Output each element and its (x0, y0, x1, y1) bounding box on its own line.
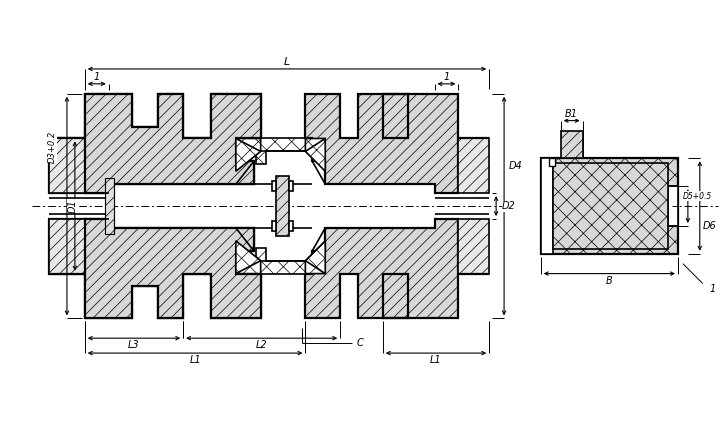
Text: D5+0.5: D5+0.5 (683, 192, 712, 201)
Polygon shape (561, 130, 582, 158)
Polygon shape (305, 241, 325, 273)
Polygon shape (541, 158, 553, 254)
Polygon shape (272, 181, 276, 191)
Polygon shape (305, 138, 325, 171)
Polygon shape (459, 219, 489, 273)
Polygon shape (289, 181, 294, 191)
Text: L2: L2 (256, 340, 268, 350)
Polygon shape (305, 219, 459, 318)
Text: L3: L3 (128, 340, 140, 350)
Polygon shape (553, 163, 668, 249)
Text: 1: 1 (94, 72, 100, 82)
Polygon shape (459, 138, 489, 193)
Text: L1: L1 (189, 355, 201, 365)
Polygon shape (49, 219, 85, 273)
Text: B: B (606, 276, 613, 285)
Polygon shape (236, 241, 261, 273)
Text: D3+0.2: D3+0.2 (47, 130, 57, 163)
Polygon shape (305, 94, 459, 193)
Polygon shape (85, 219, 261, 318)
Polygon shape (549, 158, 555, 166)
Polygon shape (236, 138, 261, 171)
Polygon shape (668, 186, 678, 226)
Text: D4: D4 (509, 161, 523, 171)
Text: D1: D1 (68, 199, 78, 213)
Text: D6: D6 (703, 221, 717, 231)
Polygon shape (256, 248, 310, 273)
Polygon shape (85, 94, 261, 193)
Polygon shape (563, 136, 582, 158)
Polygon shape (85, 219, 261, 318)
Text: 1: 1 (443, 72, 449, 82)
Polygon shape (256, 138, 310, 164)
Polygon shape (49, 138, 85, 193)
Polygon shape (563, 136, 582, 158)
Polygon shape (85, 94, 261, 193)
Polygon shape (105, 178, 113, 234)
Polygon shape (272, 221, 276, 231)
Polygon shape (553, 158, 678, 254)
Text: C: C (357, 338, 364, 348)
Polygon shape (276, 176, 289, 236)
Polygon shape (49, 138, 85, 193)
Text: B1: B1 (565, 109, 578, 119)
Polygon shape (289, 221, 294, 231)
Text: D2: D2 (502, 201, 516, 211)
Text: L: L (284, 57, 290, 67)
Polygon shape (541, 158, 678, 254)
Text: 1: 1 (710, 284, 716, 294)
Text: L1: L1 (430, 355, 442, 365)
Polygon shape (49, 219, 85, 273)
